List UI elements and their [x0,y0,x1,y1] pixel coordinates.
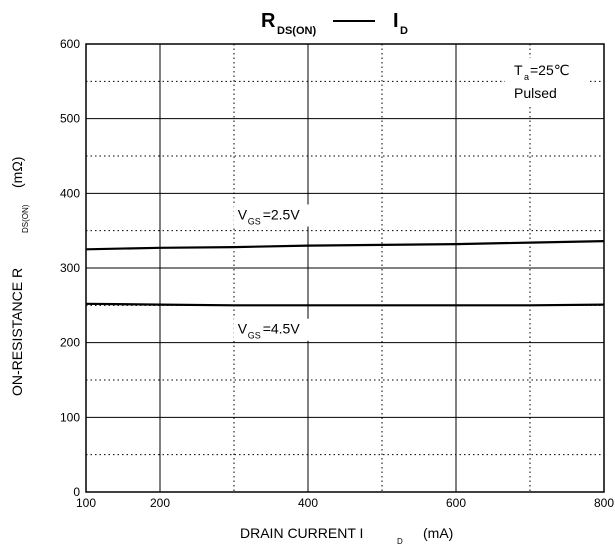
title-left-sub: DS(ON) [277,25,316,37]
x-tick-label: 800 [594,496,614,510]
y-axis-label-sub: DS(ON) [21,204,30,233]
y-tick-label: 300 [60,261,80,275]
series-label-backdrop [233,204,314,227]
series-label-value-1: =4.5V [263,321,301,337]
plot-frame [85,43,605,493]
x-axis-label: DRAIN CURRENT I D (mA) [240,525,453,546]
y-tick-label: 600 [60,37,80,51]
conditions-annotation: T a =25℃ Pulsed [505,58,587,104]
y-axis-label-unit: (mΩ) [9,157,25,188]
series-label-backdrop [233,318,314,341]
ta-main: T [514,62,523,78]
series-layer [85,240,605,307]
series-labels: V GS =2.5VV GS =4.5V [233,204,314,341]
x-axis-label-unit: (mA) [423,525,453,541]
y-axis-label: ON-RESISTANCE R DS(ON) (mΩ) [9,157,30,396]
title-right-main: I [393,10,399,32]
series-line-1 [85,302,605,307]
x-axis-label-text: DRAIN CURRENT I [240,525,363,541]
series-label-value-0: =2.5V [263,206,301,222]
y-tick-label: 400 [60,186,80,200]
x-tick-label: 100 [76,496,96,510]
series-line-0 [85,240,605,251]
series-label-sub-1: GS [248,331,261,341]
y-axis-label-text: ON-RESISTANCE R [9,268,25,396]
annotation-backdrop [505,58,587,104]
ta-sub: a [524,72,529,82]
y-tick-label: 200 [60,336,80,350]
series-label-sub-0: GS [248,216,261,226]
series-label-main-0: V [238,206,248,222]
x-tick-label: 600 [446,496,466,510]
y-tick-label: 0 [73,485,80,499]
y-tick-label: 100 [60,410,80,424]
series-label-main-1: V [238,321,248,337]
title-right-sub: D [400,25,408,37]
x-tick-label: 200 [150,496,170,510]
y-tick-label: 500 [60,112,80,126]
grid [86,44,604,492]
pulsed-label: Pulsed [514,85,557,101]
x-tick-label: 400 [298,496,318,510]
chart-title: R DS(ON) I D [261,10,408,37]
ta-value: =25℃ [530,62,569,78]
title-left-main: R [261,10,276,32]
x-axis-label-sub: D [397,537,403,546]
